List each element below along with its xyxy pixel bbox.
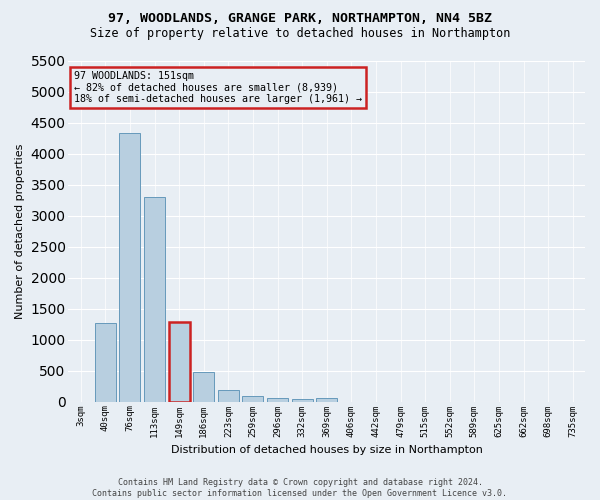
Bar <box>292 399 313 402</box>
Bar <box>242 396 263 402</box>
Text: 97 WOODLANDS: 151sqm
← 82% of detached houses are smaller (8,939)
18% of semi-de: 97 WOODLANDS: 151sqm ← 82% of detached h… <box>74 70 362 104</box>
Text: Size of property relative to detached houses in Northampton: Size of property relative to detached ho… <box>90 28 510 40</box>
Bar <box>169 322 190 402</box>
Bar <box>218 390 239 402</box>
Bar <box>193 372 214 402</box>
Bar <box>95 323 116 402</box>
Bar <box>267 398 288 402</box>
Bar <box>144 197 165 402</box>
Text: Contains HM Land Registry data © Crown copyright and database right 2024.
Contai: Contains HM Land Registry data © Crown c… <box>92 478 508 498</box>
Y-axis label: Number of detached properties: Number of detached properties <box>15 144 25 319</box>
Text: 97, WOODLANDS, GRANGE PARK, NORTHAMPTON, NN4 5BZ: 97, WOODLANDS, GRANGE PARK, NORTHAMPTON,… <box>108 12 492 26</box>
X-axis label: Distribution of detached houses by size in Northampton: Distribution of detached houses by size … <box>171 445 482 455</box>
Bar <box>119 133 140 402</box>
Bar <box>316 398 337 402</box>
